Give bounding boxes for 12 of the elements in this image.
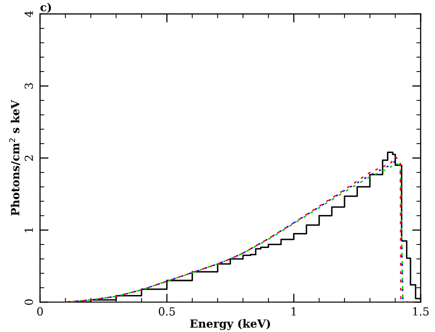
y-tick-label: 4 <box>24 10 33 18</box>
y-tick-label: 2 <box>24 156 33 161</box>
x-axis-title: Energy (keV) <box>190 319 270 330</box>
x-tick-label: 1 <box>292 307 296 316</box>
y-tick-label: 3 <box>24 83 34 89</box>
y-axis-title: Photons/cm$^{2}$ s keV <box>9 100 20 216</box>
x-tick-label: 0.5 <box>158 307 175 316</box>
y-tick-label: 0 <box>24 299 34 305</box>
chart-title: c) <box>40 2 51 13</box>
y-tick-label: 1 <box>24 228 33 232</box>
x-tick-label: 1.5 <box>413 307 429 316</box>
x-tick-label: 0 <box>37 307 43 316</box>
